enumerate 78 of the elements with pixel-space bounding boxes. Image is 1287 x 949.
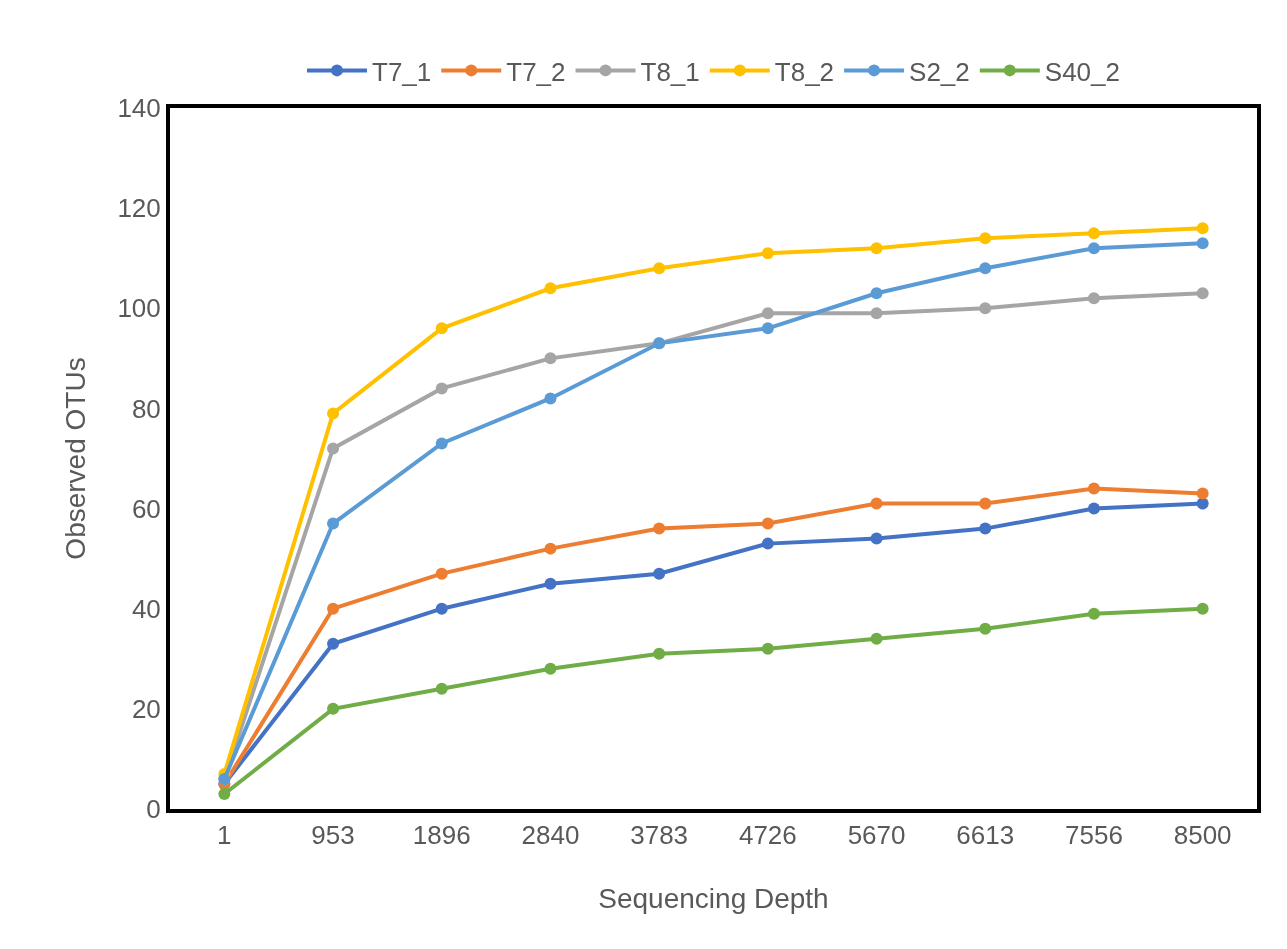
point [653, 522, 666, 535]
point [327, 602, 340, 615]
legend-label: S40_2 [1044, 56, 1120, 87]
point [218, 787, 231, 800]
x-tick-label: 8500 [1173, 820, 1232, 851]
point [435, 567, 448, 580]
point [761, 247, 774, 260]
point [979, 302, 992, 315]
point [435, 437, 448, 450]
x-axis-title: Sequencing Depth [598, 882, 829, 914]
y-tick-label: 40 [131, 593, 161, 624]
y-tick-label: 80 [131, 393, 161, 424]
point [327, 702, 340, 715]
point [544, 352, 557, 365]
x-tick-label: 2840 [521, 820, 580, 851]
x-tick-label: 4726 [738, 820, 797, 851]
point [979, 497, 992, 510]
point [435, 682, 448, 695]
point [1087, 607, 1100, 620]
x-tick-label: 6613 [956, 820, 1015, 851]
y-tick-label: 120 [117, 193, 161, 224]
legend-label: T7_1 [372, 56, 432, 87]
y-axis-title: Observed OTUs [59, 357, 91, 560]
x-tick-label: 3783 [630, 820, 689, 851]
x-tick-label: 953 [311, 820, 355, 851]
y-tick-label: 140 [117, 93, 161, 124]
point [1087, 242, 1100, 255]
point [1087, 482, 1100, 495]
point [979, 232, 992, 245]
point [544, 542, 557, 555]
point [761, 307, 774, 320]
point [870, 632, 883, 645]
point [653, 567, 666, 580]
point [761, 537, 774, 550]
point [1087, 502, 1100, 515]
y-tick-label: 0 [146, 794, 161, 825]
x-tick-label: 1896 [412, 820, 471, 851]
point [544, 662, 557, 675]
point [1087, 292, 1100, 305]
point [653, 647, 666, 660]
point [761, 642, 774, 655]
point [979, 622, 992, 635]
point [544, 282, 557, 295]
point [1196, 222, 1209, 235]
point [653, 262, 666, 275]
point [1196, 237, 1209, 250]
point [544, 392, 557, 405]
x-tick-label: 1 [217, 820, 232, 851]
legend-label: T8_2 [774, 56, 835, 87]
x-tick-label: 7556 [1065, 820, 1123, 851]
point [327, 407, 340, 420]
point [979, 522, 992, 535]
point [1087, 227, 1100, 240]
point [1196, 602, 1209, 615]
legend-label: T8_1 [640, 56, 700, 87]
x-tick-label: 5670 [847, 820, 906, 851]
point [870, 242, 883, 255]
point [870, 287, 883, 300]
point [435, 382, 448, 395]
point [435, 322, 448, 335]
point [1196, 287, 1209, 300]
point [761, 322, 774, 335]
point [870, 532, 883, 545]
point [544, 577, 557, 590]
point [761, 517, 774, 530]
point [327, 637, 340, 650]
point [327, 442, 340, 455]
point [1196, 487, 1209, 500]
point [870, 497, 883, 510]
y-tick-label: 20 [131, 693, 161, 724]
y-tick-label: 100 [117, 293, 161, 324]
legend-label: T7_2 [506, 56, 566, 87]
point [327, 517, 340, 530]
point [435, 602, 448, 615]
legend-label: S2_2 [909, 56, 970, 87]
point [979, 262, 992, 275]
point [870, 307, 883, 320]
y-tick-label: 60 [131, 493, 161, 524]
